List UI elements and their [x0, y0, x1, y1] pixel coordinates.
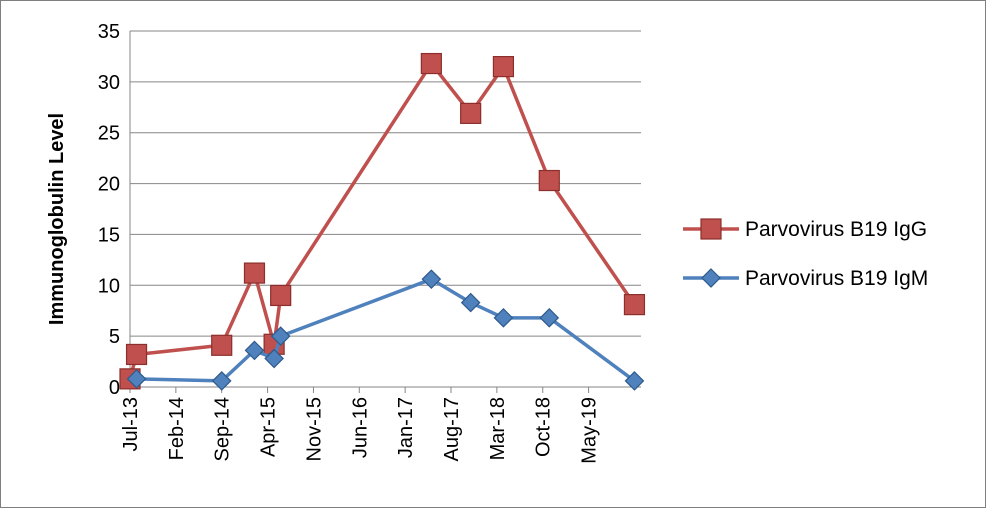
data-point: [244, 340, 265, 361]
x-tick-label: Jul-13: [120, 397, 142, 451]
series-line: [128, 61, 636, 380]
series-igm: [126, 269, 645, 391]
data-point: [538, 169, 560, 192]
data-point: [624, 371, 645, 391]
gridlines: [130, 30, 641, 337]
x-tick-label: Sep-14: [212, 397, 234, 462]
series-line: [136, 277, 636, 383]
x-tick-label: Oct-18: [533, 397, 555, 457]
x-tick-label: May-19: [579, 397, 601, 464]
x-tick-labels: Jul-13 Feb-14 Sep-14 Apr-15 Nov-15 Jun-16 Jan-…: [120, 397, 601, 464]
y-tick-label: 25: [98, 123, 120, 145]
y-tick-label: 20: [98, 174, 120, 196]
data-point: [211, 371, 232, 391]
series-layer: [119, 52, 646, 391]
x-tick-label: Mar-18: [487, 397, 509, 460]
data-point: [420, 52, 442, 75]
legend-marker: [701, 268, 721, 288]
legend-label: Parvovirus B19 IgM: [745, 267, 928, 290]
legend-item-igg: Parvovirus B19 IgG: [683, 218, 927, 241]
data-point: [460, 102, 482, 124]
x-tick-label: Feb-14: [166, 397, 188, 460]
legend-marker: [700, 218, 722, 240]
y-axis-title: Immunoglobulin Level: [46, 113, 68, 325]
y-tick-label: 35: [98, 21, 120, 43]
x-tick-label: Jan-17: [395, 397, 417, 458]
y-tick-label: 0: [109, 377, 120, 399]
x-tick-label: Apr-15: [258, 397, 280, 457]
y-tick-label: 10: [98, 275, 120, 297]
data-point: [264, 348, 284, 369]
data-point: [421, 269, 442, 290]
series-igg: [119, 52, 646, 390]
data-point: [125, 343, 148, 366]
legend-label: Parvovirus B19 IgG: [745, 218, 927, 241]
data-point: [270, 326, 291, 346]
y-tick-label: 5: [109, 326, 120, 348]
x-tick-label: Nov-15: [303, 397, 325, 461]
x-tick-label: Jun-16: [349, 397, 371, 458]
data-point: [243, 262, 266, 284]
data-point: [460, 292, 481, 313]
data-point: [623, 294, 646, 316]
data-point: [270, 284, 292, 307]
x-tick-label: Aug-17: [441, 397, 463, 462]
legend: Parvovirus B19 IgG Parvovirus B19 IgM: [683, 218, 928, 290]
y-tick-label: 15: [98, 224, 120, 246]
y-tick-labels: 0 5 10 15 20 25 30 35: [98, 21, 120, 399]
data-point: [126, 369, 147, 389]
data-point: [492, 55, 515, 78]
data-point: [493, 307, 514, 328]
axes: [129, 31, 641, 393]
data-point: [211, 334, 233, 356]
legend-item-igm: Parvovirus B19 IgM: [683, 267, 928, 290]
y-tick-label: 30: [98, 72, 120, 94]
data-point: [539, 307, 560, 328]
